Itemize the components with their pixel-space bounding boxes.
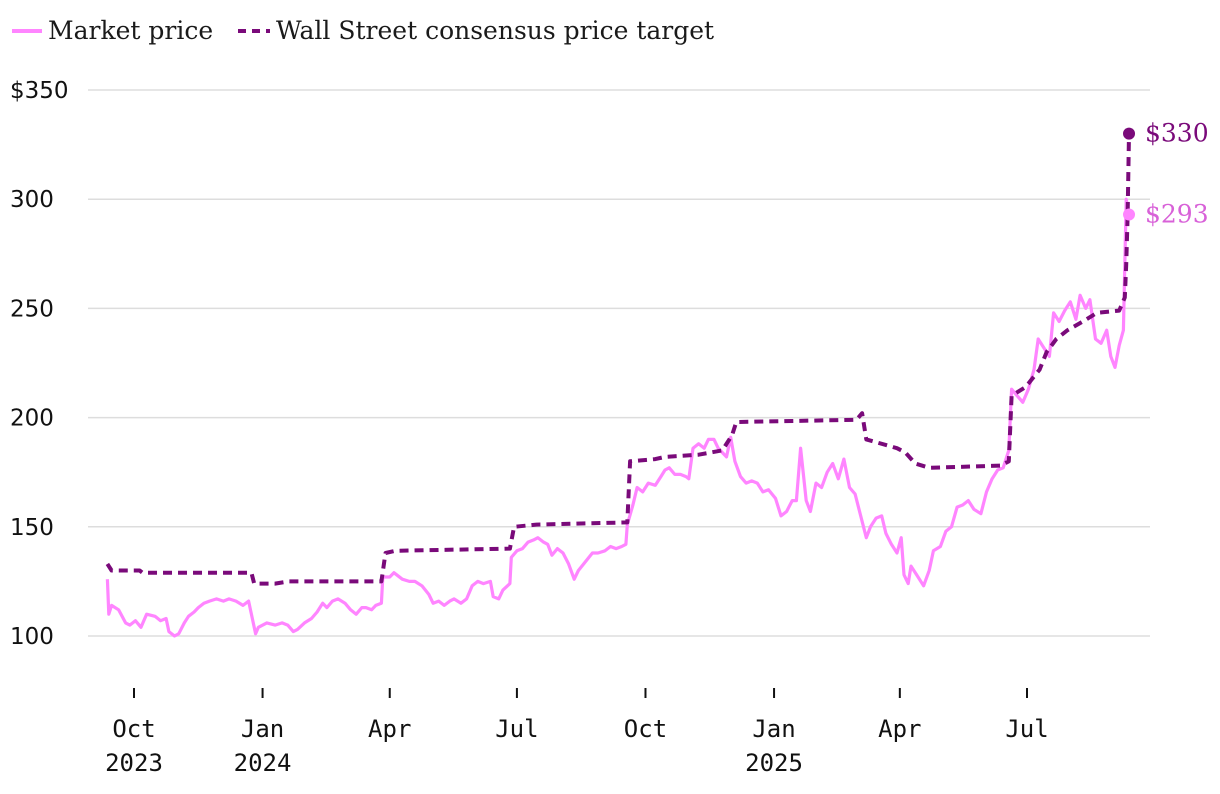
- y-tick-label-250: 250: [10, 296, 54, 322]
- y-axis: $350 300 250 200 150 100: [10, 78, 69, 650]
- legend-item-price-target: Wall Street consensus price target: [238, 16, 714, 45]
- x-tick-label: Oct: [112, 715, 155, 743]
- x-tick-year-label: 2024: [234, 749, 292, 777]
- market-price-end-dot: [1123, 208, 1136, 221]
- series-layer: [105, 133, 1131, 638]
- market-price-end-label: $293: [1145, 199, 1209, 228]
- x-tick-label: Apr: [878, 715, 921, 743]
- x-tick-label: Jul: [495, 715, 538, 743]
- legend-label-price-target: Wall Street consensus price target: [276, 16, 714, 45]
- x-tick-year-label: 2023: [105, 749, 163, 777]
- y-tick-label-200: 200: [10, 406, 54, 432]
- legend: Market price Wall Street consensus price…: [12, 16, 714, 45]
- market-price-line: [105, 197, 1131, 638]
- y-tick-label-300: 300: [10, 187, 54, 213]
- x-tick-label: Jan: [752, 715, 795, 743]
- grid: [88, 89, 1150, 637]
- y-tick-label-350: $350: [10, 78, 69, 104]
- legend-label-market-price: Market price: [48, 16, 213, 45]
- x-axis: Oct 2023 Jan 2024 Apr Jul Oct Jan 2025 Apr Jul: [105, 688, 1049, 777]
- price-target-end-label: $330: [1145, 119, 1209, 148]
- x-tick-label: Oct: [624, 715, 667, 743]
- x-tick-label: Apr: [368, 715, 411, 743]
- y-tick-label-100: 100: [10, 624, 54, 650]
- x-tick-label: Jul: [1005, 715, 1048, 743]
- price-target-line: [105, 133, 1131, 586]
- legend-item-market-price: Market price: [12, 16, 213, 45]
- end-labels: $330 $293: [1123, 119, 1209, 228]
- y-tick-label-150: 150: [10, 515, 54, 541]
- x-tick-year-label: 2025: [745, 749, 803, 777]
- x-tick-label: Jan: [241, 715, 284, 743]
- price-target-end-dot: [1123, 127, 1136, 140]
